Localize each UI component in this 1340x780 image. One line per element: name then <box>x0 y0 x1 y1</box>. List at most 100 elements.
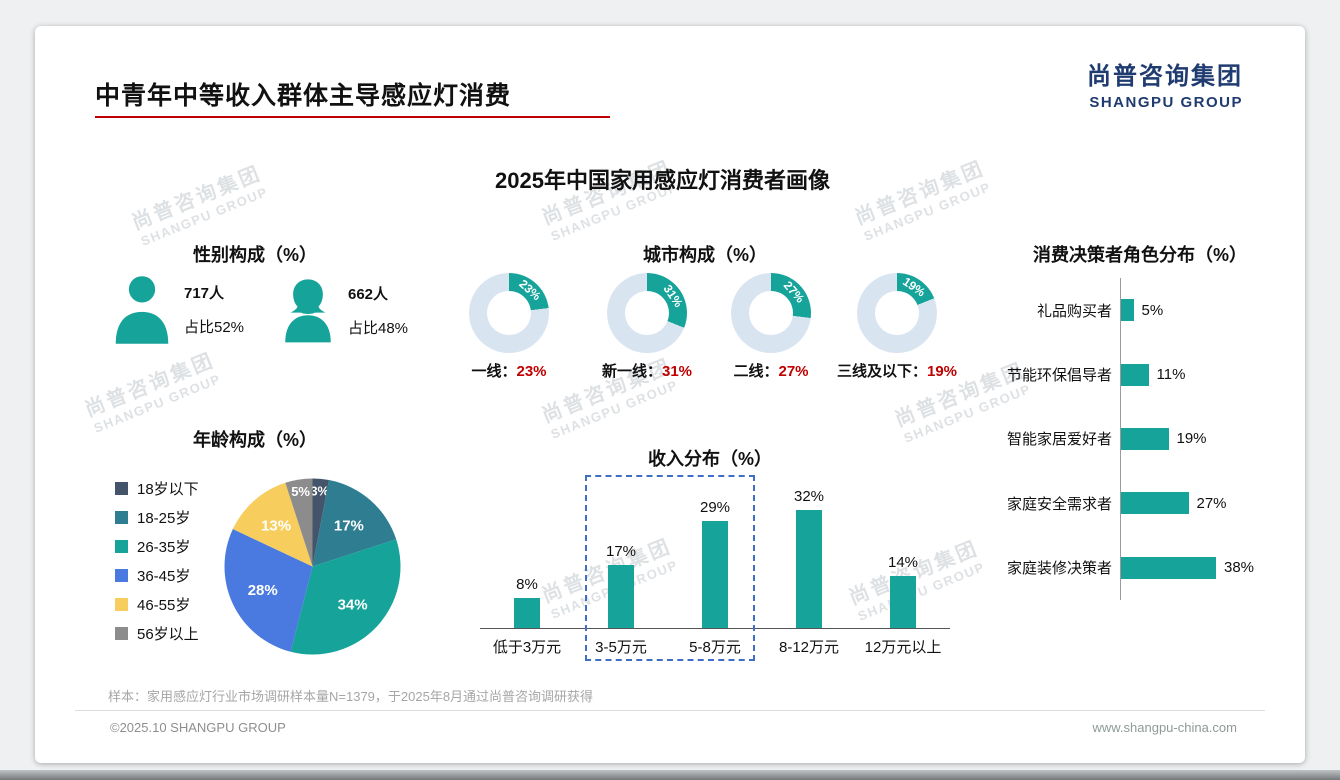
income-bar-slot: 17% <box>574 543 668 628</box>
roles-section-title: 消费决策者角色分布（%） <box>1032 245 1247 265</box>
income-bar-slot: 32% <box>762 488 856 628</box>
donut-hole <box>625 291 669 335</box>
role-bar-area: 19% <box>1120 406 1295 472</box>
donut-caption-name: 二线： <box>733 363 779 380</box>
age-pie-label: 34% <box>338 596 368 613</box>
age-pie-label: 28% <box>248 582 278 599</box>
legend-label: 56岁以上 <box>137 626 199 643</box>
role-bar <box>1121 363 1149 386</box>
income-bars: 8% 17% 29% 32% 14% <box>480 486 950 628</box>
brand-logo-en: SHANGPU GROUP <box>1089 94 1243 111</box>
age-pie-slice <box>312 480 397 567</box>
income-category-label: 8-12万元 <box>778 639 840 656</box>
copyright-text: ©2025.10 SHANGPU GROUP <box>110 720 286 735</box>
legend-swatch <box>115 540 128 553</box>
age-pie-chart: 3% 17% 34% 28% 13% 5% <box>224 478 401 655</box>
page-title: 中青年中等收入群体主导感应灯消费 <box>95 82 512 110</box>
income-bar <box>796 509 822 628</box>
role-value: 11% <box>1156 366 1186 384</box>
role-bar <box>1121 492 1189 515</box>
donut-hole <box>749 291 793 335</box>
gender-female-group: 662人 占比48% <box>280 276 408 344</box>
income-bar <box>890 576 916 628</box>
window-bottom-edge <box>0 770 1340 780</box>
donut-caption: 三线及以下：19% <box>802 360 992 381</box>
age-pie-slice <box>232 482 313 567</box>
roles-chart: 礼品购买者 5% 节能环保倡导者 11% 智能家居爱好者 19% 家庭安全需求者 27% 家庭装… <box>980 278 1295 600</box>
income-category-label: 3-5万元 <box>595 639 647 656</box>
income-category-label: 低于3万元 <box>492 639 562 656</box>
role-label: 礼品购买者 <box>1036 302 1112 320</box>
footer-divider <box>75 710 1265 711</box>
legend-swatch <box>115 598 128 611</box>
age-legend-item: 18-25岁 <box>115 503 199 532</box>
income-bar-slot: 29% <box>668 499 762 628</box>
age-pie-label: 13% <box>261 517 291 534</box>
income-bar <box>608 565 634 628</box>
donut-ring: 19% <box>857 273 937 353</box>
legend-swatch <box>115 627 128 640</box>
income-categories: 低于3万元 3-5万元 5-8万元 8-12万元 12万元以上 <box>480 629 950 657</box>
age-section-title: 年龄构成（%） <box>192 430 317 450</box>
donut-caption-value: 31% <box>661 363 693 380</box>
age-pie-slice <box>285 478 313 567</box>
age-pie-slice <box>290 539 401 655</box>
legend-label: 18岁以下 <box>137 481 199 498</box>
donut-ring: 31% <box>607 273 687 353</box>
legend-swatch <box>115 569 128 582</box>
role-bar <box>1121 299 1134 322</box>
city-section-title: 城市构成（%） <box>642 245 767 265</box>
role-label: 智能家居爱好者 <box>1006 431 1112 449</box>
role-label: 节能环保倡导者 <box>1006 367 1112 385</box>
income-bar <box>702 520 728 628</box>
age-legend-item: 56岁以上 <box>115 619 199 648</box>
income-section-title: 收入分布（%） <box>647 449 772 469</box>
age-legend-item: 18岁以下 <box>115 474 199 503</box>
role-bar-area: 27% <box>1120 471 1295 536</box>
legend-label: 26-35岁 <box>137 539 191 556</box>
title-underline <box>95 116 610 118</box>
donut-caption-name: 一线： <box>471 363 517 380</box>
income-highlight-box <box>585 475 755 661</box>
legend-swatch <box>115 482 128 495</box>
donut-caption-value: 27% <box>778 363 809 380</box>
female-count: 662人 <box>348 285 389 303</box>
role-row: 家庭装修决策者 38% <box>980 535 1295 600</box>
gender-male-group: 717人 占比52% <box>112 274 244 344</box>
website-text: www.shangpu-china.com <box>1092 720 1237 735</box>
income-value-label: 8% <box>516 576 538 594</box>
donut-ring: 27% <box>731 273 811 353</box>
age-pie-label: 5% <box>291 484 310 499</box>
city-donuts: 23% 一线：23% 31% 新一线：31% 27% 二线：27% 19% 三线及以下：19% <box>35 273 1305 398</box>
donut-caption: 一线：23% <box>414 360 604 381</box>
income-value-label: 32% <box>793 487 825 505</box>
role-value: 5% <box>1141 301 1164 319</box>
donut-caption-name: 三线及以下： <box>836 363 927 380</box>
brand-logo-cn: 尚普咨询集团 <box>1087 63 1243 90</box>
donut-caption-value: 19% <box>926 363 958 380</box>
male-stats: 717人 占比52% <box>184 282 244 337</box>
donut-caption-value: 23% <box>516 363 547 380</box>
donut-hole <box>875 291 919 335</box>
age-pie-slice <box>312 478 329 567</box>
female-share: 占比48% <box>348 319 409 337</box>
city-donut-item: 31% 新一线：31% <box>602 273 692 381</box>
slide: 尚普咨询集团 SHANGPU GROUP 尚普咨询集团 SHANGPU GROUP 尚普… <box>35 26 1305 763</box>
income-category-label: 5-8万元 <box>689 639 741 656</box>
male-count: 717人 <box>184 284 225 302</box>
donut-caption-name: 新一线： <box>601 363 662 380</box>
role-bar-area: 38% <box>1120 535 1295 600</box>
role-bar <box>1121 556 1216 579</box>
role-value: 27% <box>1196 494 1227 512</box>
income-category-label: 12万元以上 <box>864 639 942 656</box>
age-pie-slice <box>224 529 313 652</box>
gender-section-title: 性别构成（%） <box>192 245 317 265</box>
role-bar-area: 11% <box>1120 342 1295 407</box>
income-value-label: 17% <box>605 543 637 561</box>
legend-label: 18-25岁 <box>137 510 191 527</box>
city-donut-item: 23% 一线：23% <box>469 273 549 381</box>
male-share: 占比52% <box>184 318 245 336</box>
age-pie-label: 3% <box>310 483 329 498</box>
role-row: 智能家居爱好者 19% <box>980 406 1295 472</box>
female-person-icon <box>285 279 331 343</box>
